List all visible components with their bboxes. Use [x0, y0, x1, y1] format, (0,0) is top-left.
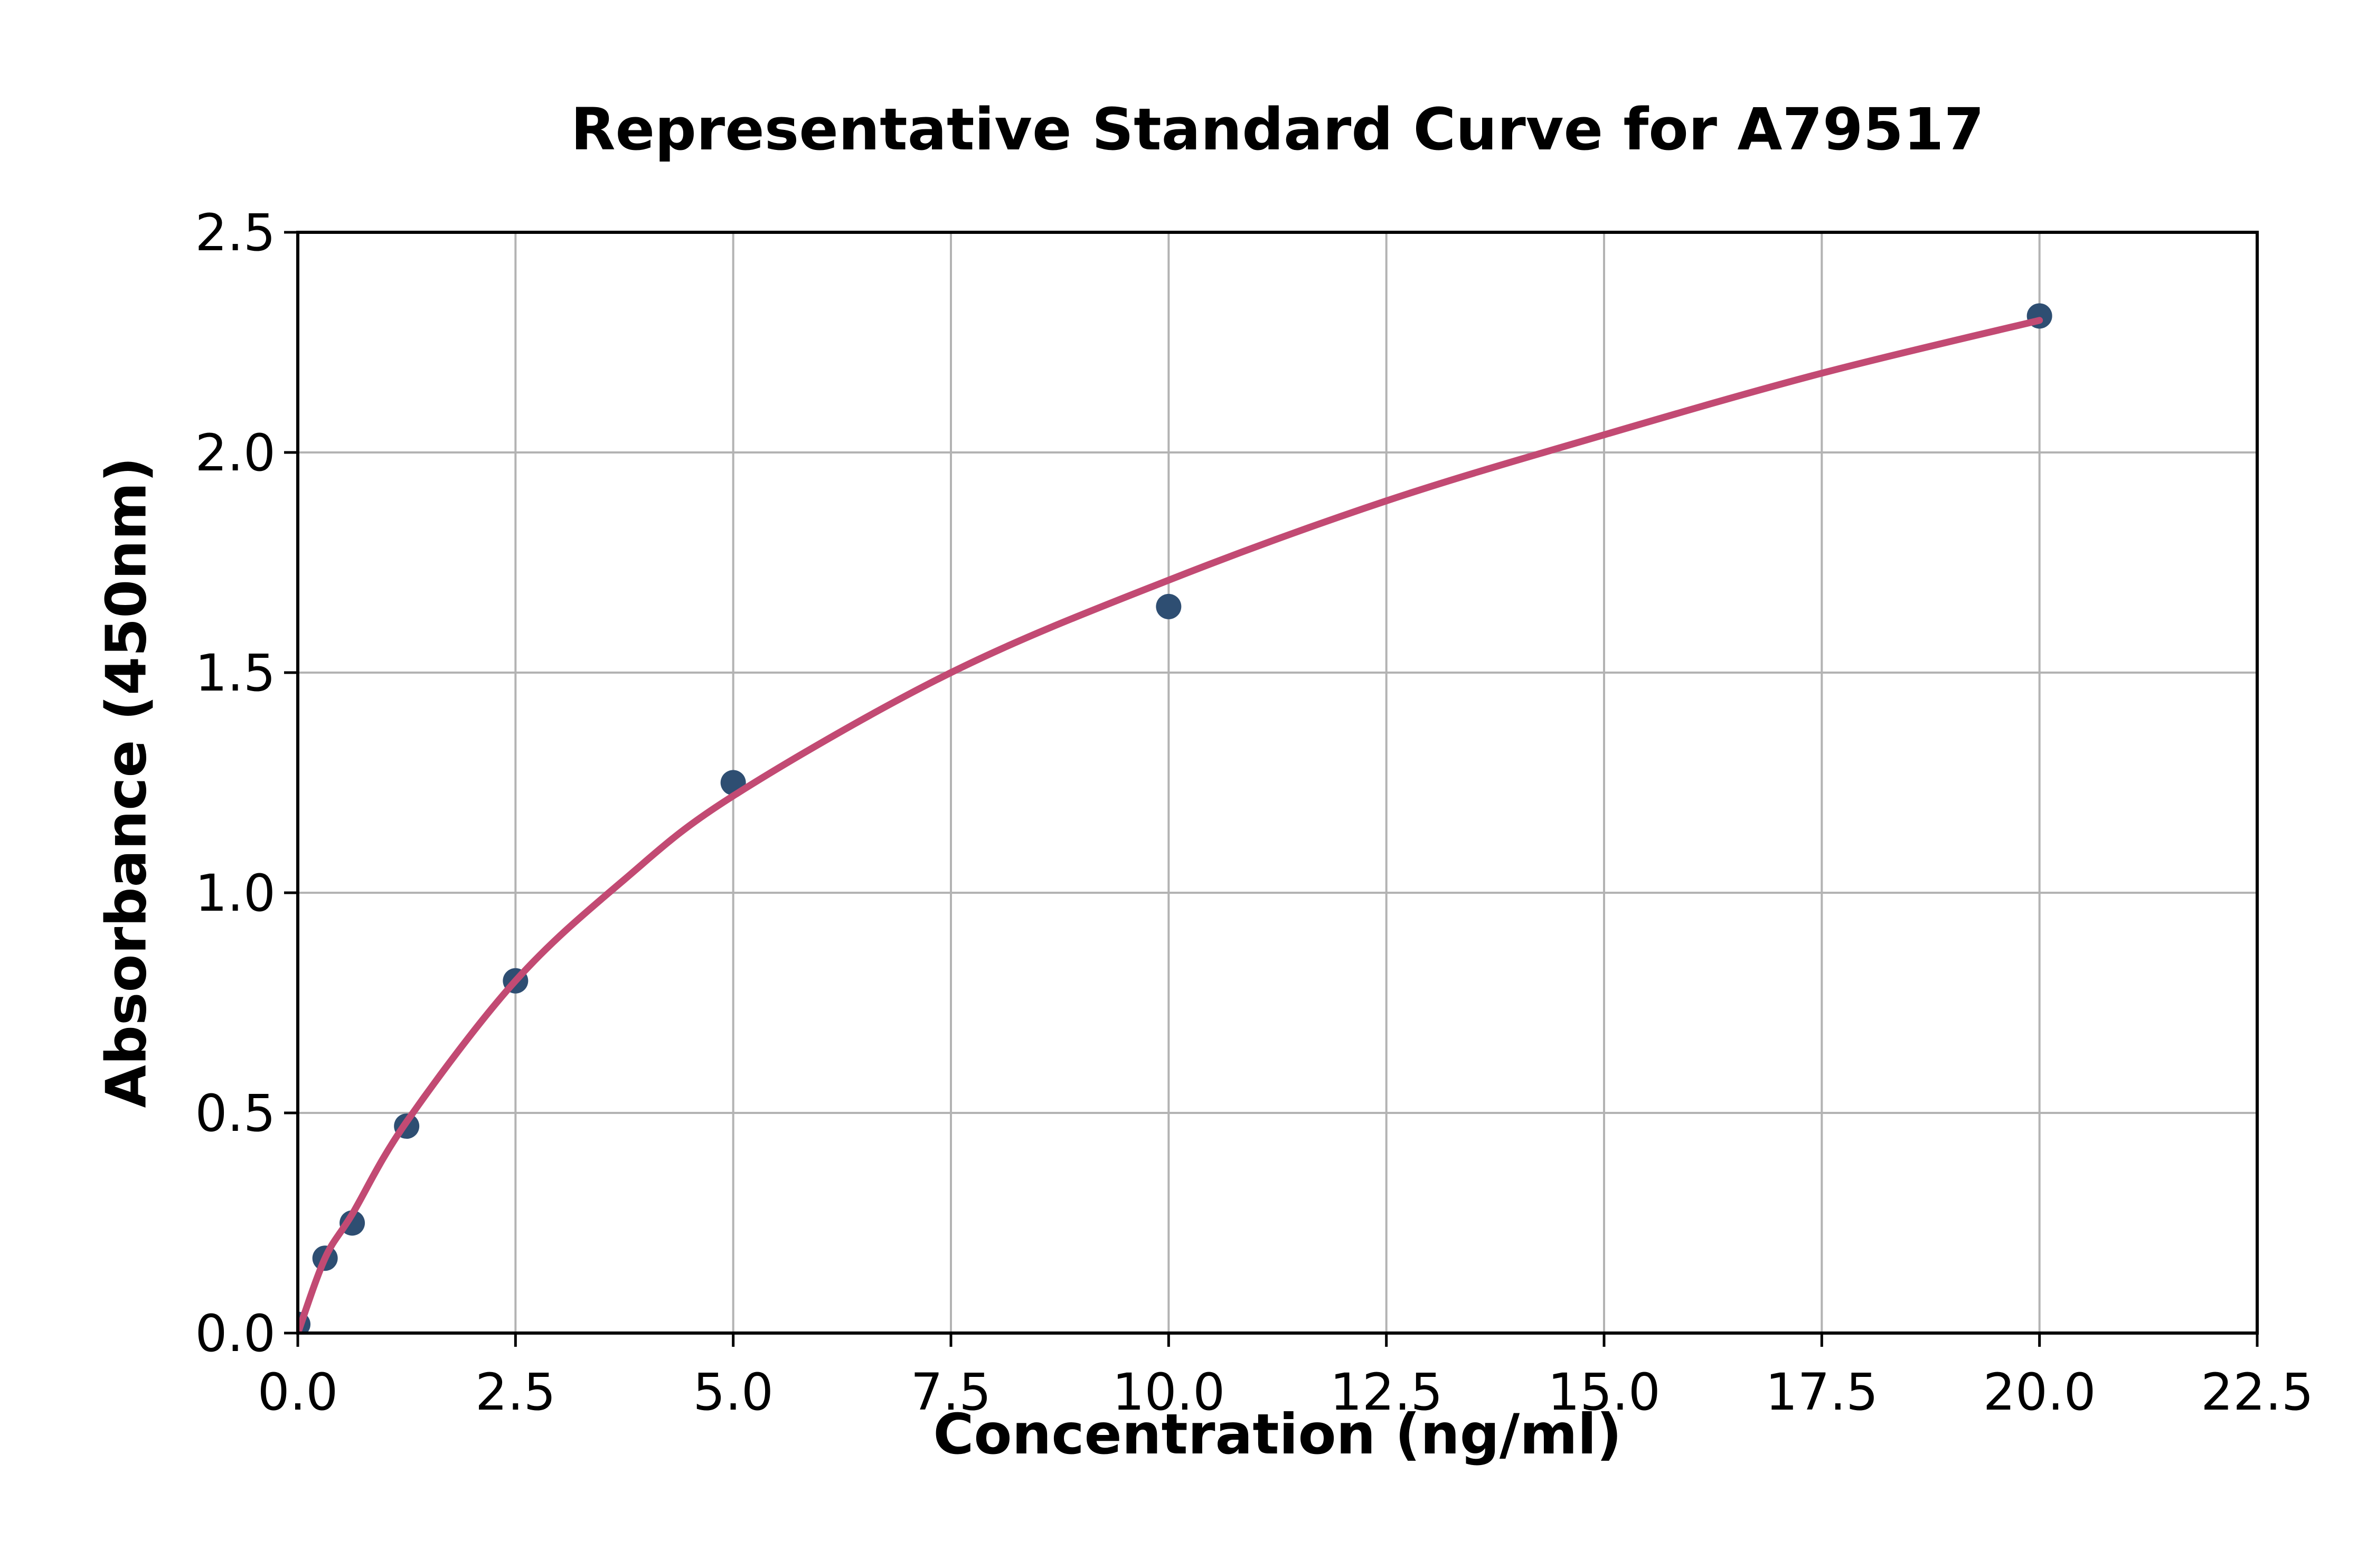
y-tick-label: 1.5: [195, 644, 276, 703]
x-tick-label: 5.0: [693, 1363, 774, 1422]
y-tick-label: 2.0: [195, 423, 276, 483]
x-tick-label: 7.5: [911, 1363, 992, 1422]
x-axis-label: Concentration (ng/ml): [933, 1402, 1622, 1467]
x-tick-label: 2.5: [475, 1363, 556, 1422]
axes-spines: [296, 231, 2259, 1335]
x-tick-label: 20.0: [1983, 1363, 2096, 1422]
x-tick-label: 22.5: [2201, 1363, 2314, 1422]
y-tick-label: 2.5: [195, 203, 276, 262]
y-tick-label: 1.0: [195, 864, 276, 923]
y-axis-label: Absorbance (450nm): [94, 457, 159, 1108]
chart-title: Representative Standard Curve for A79517: [570, 96, 1985, 163]
data-point-marker: [1156, 593, 1182, 619]
x-tick-label: 10.0: [1112, 1363, 1225, 1422]
y-tick-label: 0.5: [195, 1084, 276, 1143]
fit-curve-line: [298, 317, 2043, 1333]
data-layer: [298, 303, 2052, 1333]
y-tick-label: 0.0: [195, 1304, 276, 1363]
x-tick-label: 15.0: [1548, 1363, 1661, 1422]
x-tick-label: 12.5: [1330, 1363, 1443, 1422]
x-tick-label: 0.0: [258, 1363, 338, 1422]
x-tick-label: 17.5: [1765, 1363, 1878, 1422]
